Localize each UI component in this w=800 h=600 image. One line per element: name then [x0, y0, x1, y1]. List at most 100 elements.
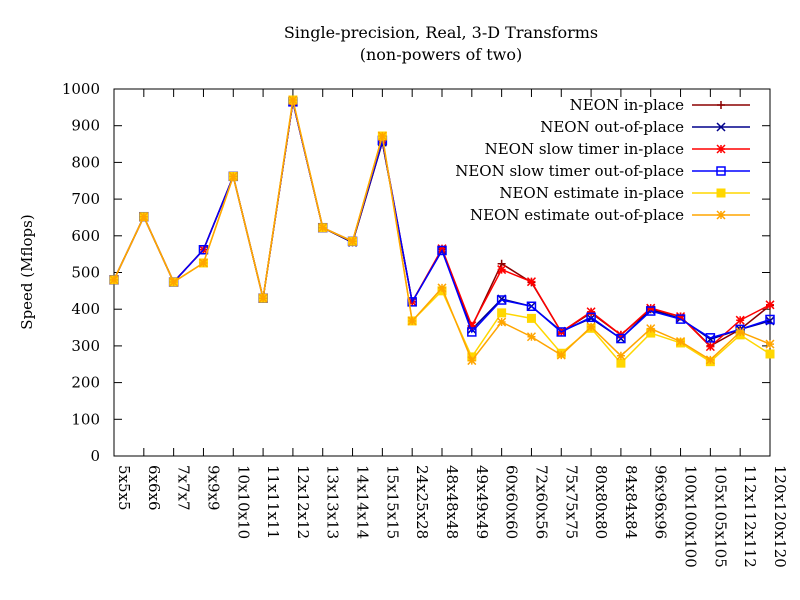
x-tick-label: 112x112x112	[741, 465, 759, 568]
series-point	[705, 342, 715, 352]
x-tick-label: 14x14x14	[354, 465, 372, 539]
x-tick-label: 96x96x96	[652, 465, 670, 539]
series-point	[556, 350, 566, 360]
series-group	[109, 95, 775, 368]
series-point	[497, 317, 507, 327]
series-point	[407, 297, 417, 307]
y-tick-label: 600	[71, 227, 100, 245]
series-point	[467, 356, 477, 366]
x-tick-label: 49x49x49	[473, 465, 491, 539]
y-tick-label: 100	[71, 410, 100, 428]
x-tick-label: 13x13x13	[324, 465, 342, 539]
series-line	[113, 101, 771, 348]
series-point	[407, 316, 417, 326]
y-axis: 0 100 200 300 400 500 600 700 800 900 1000	[62, 80, 770, 465]
series-point	[735, 327, 745, 337]
x-tick-label: 6x6x6	[145, 465, 163, 511]
series-point	[437, 283, 447, 293]
series-point	[717, 101, 725, 109]
series-point	[496, 295, 507, 305]
series-point	[765, 339, 775, 349]
series-point	[616, 358, 626, 368]
series-point	[765, 300, 775, 310]
chart-title: Single-precision, Real, 3-D Transforms	[284, 23, 598, 42]
series-point	[646, 324, 656, 334]
series-point	[526, 332, 536, 342]
series-line	[113, 101, 771, 340]
chart-subtitle: (non-powers of two)	[360, 45, 523, 64]
series-point	[437, 245, 447, 256]
x-tick-label: 12x12x12	[294, 465, 312, 539]
series-point	[318, 223, 328, 233]
series-point	[645, 306, 656, 316]
y-axis-label: Speed (Mflops)	[18, 214, 36, 329]
legend-label: NEON slow timer out-of-place	[455, 162, 684, 180]
series-point	[288, 95, 298, 105]
x-tick-label: 10x10x10	[234, 465, 252, 539]
y-tick-label: 200	[71, 374, 100, 392]
series-point	[377, 131, 387, 141]
y-tick-label: 0	[90, 447, 100, 465]
series-point	[139, 212, 149, 222]
series-point	[526, 313, 536, 323]
series-point	[437, 244, 447, 254]
x-tick-label: 60x60x60	[503, 465, 521, 539]
x-tick-label: 15x15x15	[383, 465, 401, 539]
x-tick-label: 75x75x75	[562, 465, 580, 539]
y-tick-label: 1000	[62, 80, 100, 98]
series-point	[109, 275, 119, 285]
series-point	[497, 265, 507, 275]
series-point	[526, 301, 537, 312]
legend-label: NEON estimate in-place	[499, 184, 684, 202]
series-point	[735, 315, 745, 325]
series-point	[765, 314, 775, 325]
x-tick-label: 48x48x48	[443, 465, 461, 539]
x-tick-label: 11x11x11	[264, 465, 282, 539]
series-point	[716, 188, 726, 198]
series-point	[716, 144, 726, 154]
y-tick-label: 700	[71, 190, 100, 208]
series-point	[258, 293, 268, 303]
series-point	[497, 308, 507, 318]
series-point	[675, 314, 686, 324]
y-tick-label: 500	[71, 264, 100, 282]
series-point	[586, 322, 596, 332]
series-point	[765, 349, 775, 359]
x-tick-label: 120x120x120	[771, 465, 789, 568]
series-point	[616, 351, 626, 361]
legend-label: NEON slow timer in-place	[485, 140, 685, 158]
x-axis: 5x5x5 6x6x6 7x7x7 9x9x9 10x10x10 11x11x11 12x1…	[113, 89, 789, 568]
series-point	[586, 307, 596, 317]
y-tick-label: 900	[71, 117, 100, 135]
series-point	[556, 327, 567, 337]
series-point	[676, 336, 686, 347]
series-point	[676, 312, 686, 322]
series-point	[467, 321, 477, 331]
x-tick-label: 72x60x56	[532, 465, 550, 539]
legend-label: NEON out-of-place	[540, 118, 684, 136]
series-point	[467, 327, 477, 337]
series-point	[616, 333, 626, 344]
series-point	[716, 210, 726, 220]
x-tick-label: 100x100x100	[682, 465, 700, 568]
series-point	[716, 122, 726, 132]
series-5	[109, 95, 775, 368]
series-point	[198, 258, 208, 268]
x-tick-label: 24x25x28	[413, 465, 431, 539]
series-point	[526, 277, 536, 287]
series-point	[705, 355, 715, 365]
x-tick-label: 5x5x5	[115, 465, 133, 511]
series-point	[586, 312, 596, 323]
y-tick-label: 400	[71, 300, 100, 318]
series-point	[705, 333, 716, 343]
series-point	[169, 277, 179, 287]
legend: NEON in-place NEON out-of-place NEON slow …	[455, 96, 750, 224]
series-point	[646, 303, 656, 313]
x-tick-label: 7x7x7	[175, 465, 193, 511]
x-tick-label: 9x9x9	[204, 465, 222, 511]
legend-label: NEON in-place	[570, 96, 685, 114]
y-tick-label: 800	[71, 153, 100, 171]
x-tick-label: 84x84x84	[622, 465, 640, 539]
